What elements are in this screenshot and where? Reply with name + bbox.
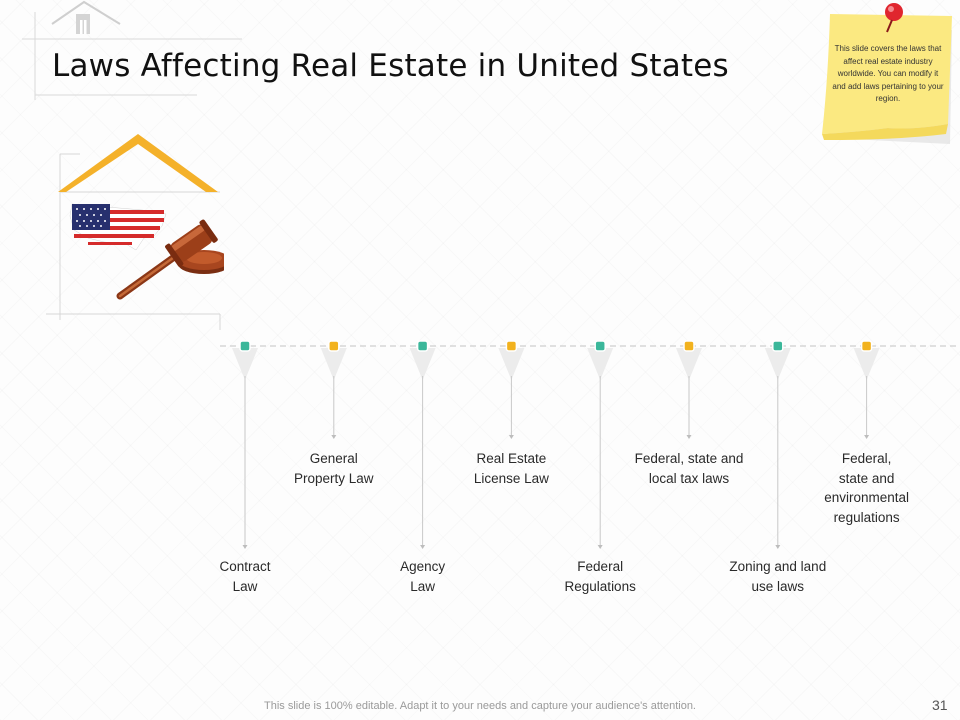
timeline-label-line: regulations xyxy=(833,509,900,525)
timeline-marker-contract-law xyxy=(232,340,258,549)
timeline-marker-federal-state-and-local-tax-laws xyxy=(676,340,702,439)
timeline-label-line: use laws xyxy=(751,578,805,594)
timeline-marker-agency-law xyxy=(409,340,436,549)
timeline-label-line: environmental xyxy=(824,490,909,505)
sticky-note-text: This slide covers the laws that affect r… xyxy=(832,44,944,103)
marker-arrowhead xyxy=(864,435,870,439)
marker-pointer xyxy=(409,348,436,380)
marker-dot xyxy=(683,340,695,352)
timeline-label-general-property-law: General Property Law xyxy=(259,449,409,488)
marker-dot xyxy=(505,340,518,352)
marker-dot xyxy=(416,340,429,352)
timeline-label-federal-regulations: Federal Regulations xyxy=(525,557,675,596)
page-title: Laws Affecting Real Estate in United Sta… xyxy=(52,48,729,84)
marker-pointer xyxy=(587,348,614,380)
marker-arrowhead xyxy=(775,545,781,549)
marker-dot xyxy=(328,340,340,352)
sticky-note: This slide covers the laws that affect r… xyxy=(818,3,954,144)
timeline-label-line: Agency xyxy=(400,559,446,574)
timeline-label-federal-state-and-environmental-regulations: Federal, state and environmental regulation… xyxy=(792,449,942,527)
title-frame xyxy=(22,0,242,100)
timeline-label-line: General xyxy=(309,451,358,466)
marker-arrowhead xyxy=(331,435,337,439)
timeline-label-real-estate-license-law: Real Estate License Law xyxy=(436,449,586,488)
marker-arrowhead xyxy=(597,545,603,549)
timeline-label-line: Contract xyxy=(219,559,271,574)
marker-dot xyxy=(860,340,873,352)
gavel-icon xyxy=(116,219,224,300)
timeline-label-line: Federal xyxy=(577,559,624,574)
timeline-label-line: Regulations xyxy=(564,578,636,594)
marker-arrowhead xyxy=(242,545,248,549)
timeline-label-line: Federal, xyxy=(841,451,892,466)
marker-arrowhead xyxy=(686,435,692,439)
timeline-label-line: License Law xyxy=(473,470,549,486)
timeline-label-zoning-and-land-use-laws: Zoning and land use laws xyxy=(703,557,853,596)
timeline-label-line: Property Law xyxy=(294,470,374,486)
timeline-marker-real-estate-license-law xyxy=(498,340,525,439)
timeline-label-contract-law: Contract Law xyxy=(170,557,320,596)
law-timeline xyxy=(220,340,960,549)
push-pin-icon xyxy=(885,3,903,33)
timeline-label-line: Federal, state and xyxy=(634,451,744,466)
marker-dot xyxy=(594,340,606,352)
timeline-label-line: Real Estate xyxy=(476,451,547,466)
marker-dot xyxy=(772,340,784,352)
timeline-label-line: Zoning and land xyxy=(729,559,827,574)
page-number: 31 xyxy=(932,697,948,713)
usa-flag-map-icon xyxy=(69,203,167,251)
marker-pointer xyxy=(853,348,880,380)
house-flag-gavel-illustration xyxy=(46,134,224,330)
timeline-marker-zoning-and-land-use-laws xyxy=(764,340,791,549)
marker-dot xyxy=(239,340,251,352)
timeline-marker-federal-state-and-environmental-regulations xyxy=(853,340,880,439)
marker-pointer xyxy=(232,348,258,380)
timeline-label-line: Law xyxy=(410,578,435,594)
timeline-label-agency-law: Agency Law xyxy=(348,557,498,596)
timeline-marker-general-property-law xyxy=(320,340,347,439)
marker-pointer xyxy=(320,348,347,380)
sticky-note-paper xyxy=(822,14,952,144)
marker-pointer xyxy=(498,348,525,380)
timeline-label-federal-state-and-local-tax-laws: Federal, state and local tax laws xyxy=(614,449,764,488)
footer-note: This slide is 100% editable. Adapt it to… xyxy=(264,700,696,712)
marker-pointer xyxy=(676,348,702,380)
timeline-label-line: state and xyxy=(838,470,895,486)
timeline-label-line: Law xyxy=(232,578,258,594)
marker-arrowhead xyxy=(420,545,426,549)
timeline-marker-federal-regulations xyxy=(587,340,614,549)
marker-pointer xyxy=(764,348,791,380)
timeline-label-line: local tax laws xyxy=(648,470,730,486)
marker-arrowhead xyxy=(508,435,514,439)
